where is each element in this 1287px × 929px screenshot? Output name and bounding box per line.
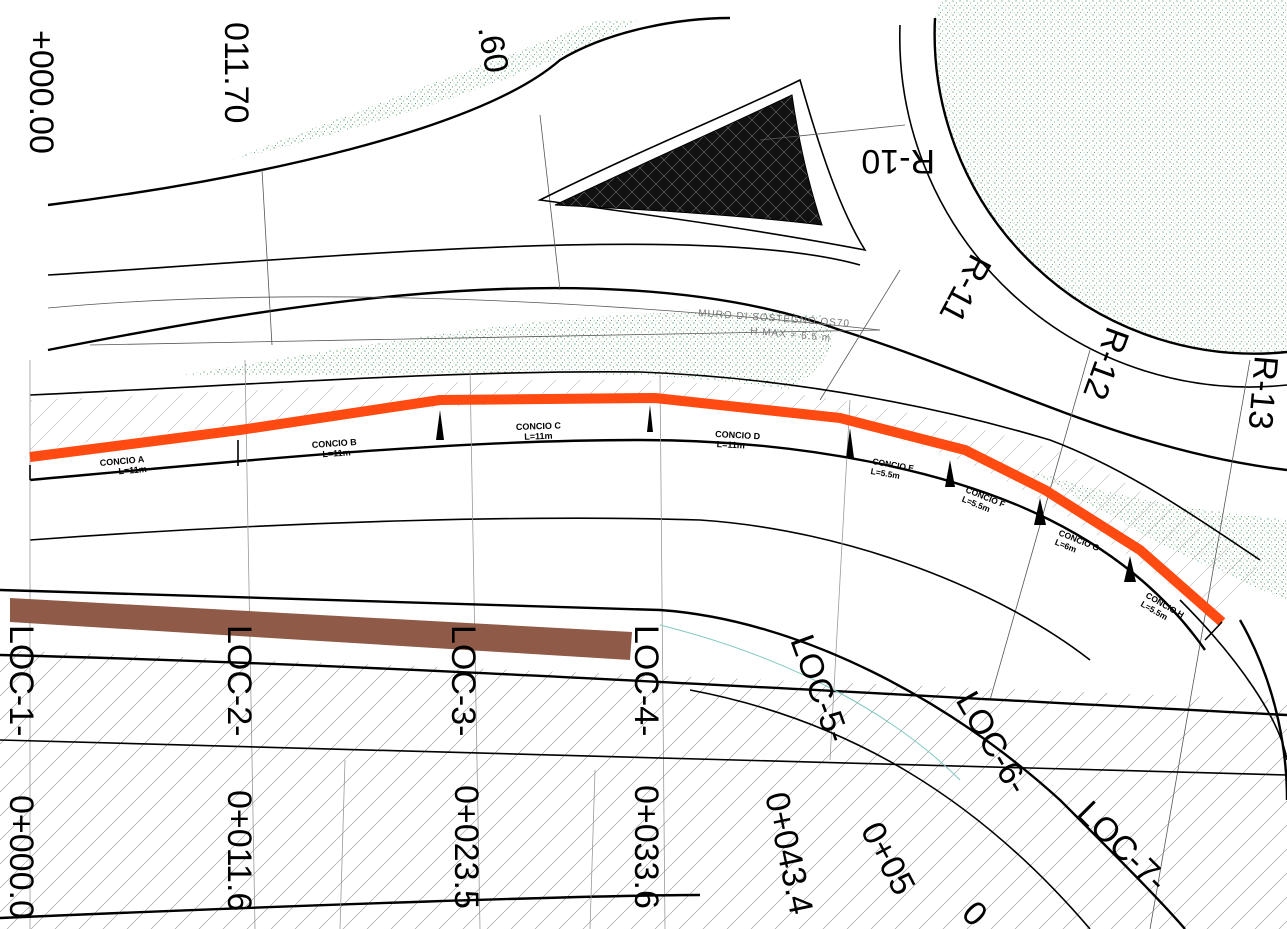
section-station: 0+000.0: [2, 795, 40, 919]
radial-label-r10: R-10: [861, 142, 935, 180]
section-station: 0+011.6: [220, 790, 258, 911]
segment-length: L=11m: [716, 439, 745, 450]
segment-name: CONCIO A: [99, 454, 145, 468]
brown-band: [10, 598, 632, 660]
segment-length: L=11m: [118, 464, 147, 476]
radial-label-r12: R-12: [1075, 322, 1136, 404]
segment-name: CONCIO B: [311, 437, 357, 450]
splitter-island: [537, 78, 906, 252]
segment-length: L=11m: [322, 447, 351, 459]
section-station: 0+023.5: [447, 785, 485, 909]
wall-alignment-line: [29, 393, 1226, 626]
segment-joints: [29, 405, 1223, 641]
radial-label-r13: R-13: [1241, 354, 1285, 431]
roundabout-island: [899, 0, 1287, 388]
section-name: LOC-4-: [627, 625, 665, 736]
station-label-top-0: +000.00: [22, 30, 60, 154]
upper-road: [47, 16, 1287, 472]
segment-name: CONCIO C: [516, 420, 562, 432]
section-station: 0+033.6: [627, 785, 665, 909]
segment-name: CONCIO D: [715, 429, 761, 441]
section-name: LOC-2-: [220, 625, 258, 736]
station-label-top-1: 011.70: [217, 22, 255, 123]
section-name: LOC-1-: [2, 625, 40, 736]
section-name: LOC-3-: [444, 625, 482, 736]
lower-road: [0, 588, 1287, 929]
segment-length: L=11m: [524, 431, 553, 442]
radial-label-r11: R-11: [932, 248, 999, 329]
station-label-top-2: .60: [470, 23, 516, 76]
